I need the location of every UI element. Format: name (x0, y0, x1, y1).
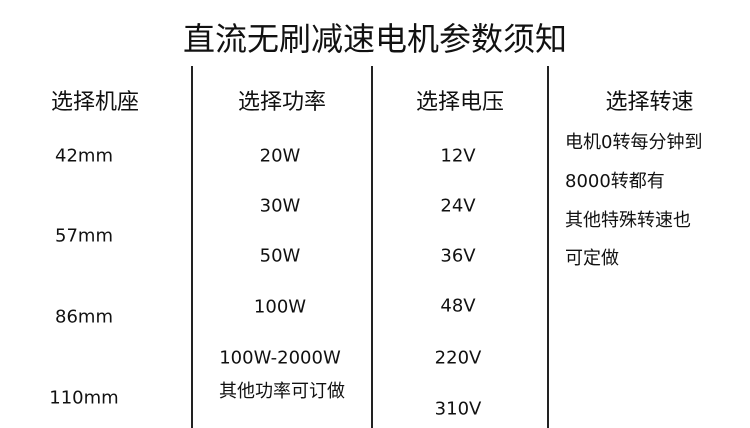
page-title: 直流无刷减速电机参数须知 (182, 20, 567, 58)
power-value: 100W (253, 296, 307, 318)
speed-note-line: 8000转都有 (565, 171, 665, 192)
column-divider (191, 66, 193, 428)
voltage-value: 220V (434, 347, 482, 369)
header-power: 选择功率 (237, 90, 326, 115)
column-divider (371, 66, 373, 428)
speed-note-line: 其他特殊转速也 (565, 210, 691, 231)
power-value: 30W (259, 195, 301, 217)
voltage-value: 310V (434, 398, 482, 420)
power-value: 20W (259, 145, 301, 167)
voltage-value: 24V (440, 195, 476, 217)
header-speed: 选择转速 (605, 90, 694, 115)
speed-note-line: 可定做 (565, 248, 619, 269)
speed-note-line: 电机0转每分钟到 (565, 132, 703, 153)
frame-value: 57mm (55, 225, 113, 247)
frame-value: 42mm (55, 145, 113, 167)
column-divider (547, 66, 549, 428)
power-value: 50W (259, 245, 301, 267)
frame-value: 110mm (49, 387, 119, 409)
voltage-value: 48V (440, 295, 476, 317)
voltage-value: 36V (440, 245, 476, 267)
frame-value: 86mm (55, 306, 113, 328)
header-voltage: 选择电压 (415, 90, 504, 115)
header-frame: 选择机座 (50, 90, 139, 115)
power-value: 100W-2000W (219, 347, 341, 369)
voltage-value: 12V (440, 145, 476, 167)
power-value: 其他功率可订做 (219, 381, 345, 402)
